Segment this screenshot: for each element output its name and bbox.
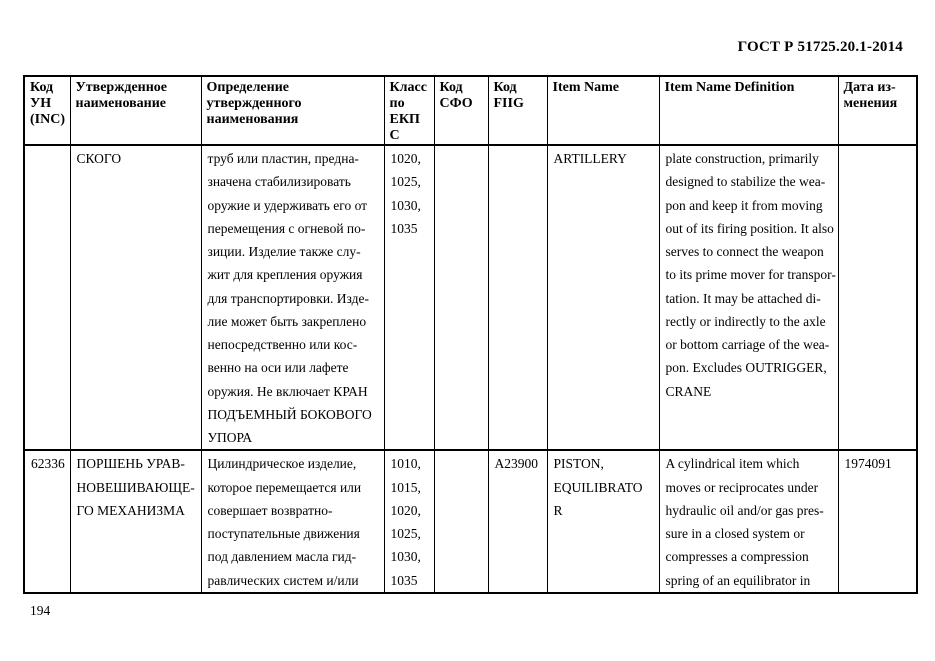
cell-item-name-definition: plate construction, primarily designed t… xyxy=(658,144,839,451)
table-row: СКОГО труб или пластин, предна- значена … xyxy=(23,144,918,451)
item-name-table: Код УН (INC) Утвержденное наименование О… xyxy=(23,75,918,595)
table-row: 62336 ПОРШЕНЬ УРАВ- НОВЕШИВАЮЩЕ- ГО МЕХА… xyxy=(23,449,918,594)
cell-change-date: 1974091 xyxy=(837,449,918,594)
cell-item-name-definition: A cylindrical item which moves or recipr… xyxy=(658,449,839,594)
standard-number: ГОСТ Р 51725.20.1-2014 xyxy=(737,39,903,55)
table-header-row: Код УН (INC) Утвержденное наименование О… xyxy=(23,75,918,146)
cell-inc-code xyxy=(23,144,71,451)
cell-fiig-code xyxy=(487,144,548,451)
cell-change-date xyxy=(837,144,918,451)
column-header-change-date: Дата из- менения xyxy=(837,75,918,146)
column-header-ekps-class: Класс по ЕКП С xyxy=(383,75,435,146)
column-header-item-name: Item Name xyxy=(546,75,660,146)
column-header-inc-code: Код УН (INC) xyxy=(23,75,71,146)
cell-ekps-class: 1010, 1015, 1020, 1025, 1030, 1035 xyxy=(383,449,435,594)
page-number: 194 xyxy=(30,603,51,618)
column-header-item-name-definition: Item Name Definition xyxy=(658,75,839,146)
cell-approved-name: ПОРШЕНЬ УРАВ- НОВЕШИВАЮЩЕ- ГО МЕХАНИЗМА xyxy=(69,449,202,594)
column-header-approved-definition: Определение утвержденного наименования xyxy=(200,75,385,146)
cell-item-name: ARTILLERY xyxy=(546,144,660,451)
column-header-sfo-code: Код СФО xyxy=(433,75,489,146)
column-header-fiig-code: Код FIIG xyxy=(487,75,548,146)
cell-ekps-class: 1020, 1025, 1030, 1035 xyxy=(383,144,435,451)
cell-fiig-code: A23900 xyxy=(487,449,548,594)
cell-approved-definition: Цилиндрическое изделие, которое перемеща… xyxy=(200,449,385,594)
cell-sfo-code xyxy=(433,449,489,594)
cell-approved-definition: труб или пластин, предна- значена стабил… xyxy=(200,144,385,451)
cell-item-name: PISTON, EQUILIBRATO R xyxy=(546,449,660,594)
cell-inc-code: 62336 xyxy=(23,449,71,594)
cell-approved-name: СКОГО xyxy=(69,144,202,451)
cell-sfo-code xyxy=(433,144,489,451)
column-header-approved-name: Утвержденное наименование xyxy=(69,75,202,146)
